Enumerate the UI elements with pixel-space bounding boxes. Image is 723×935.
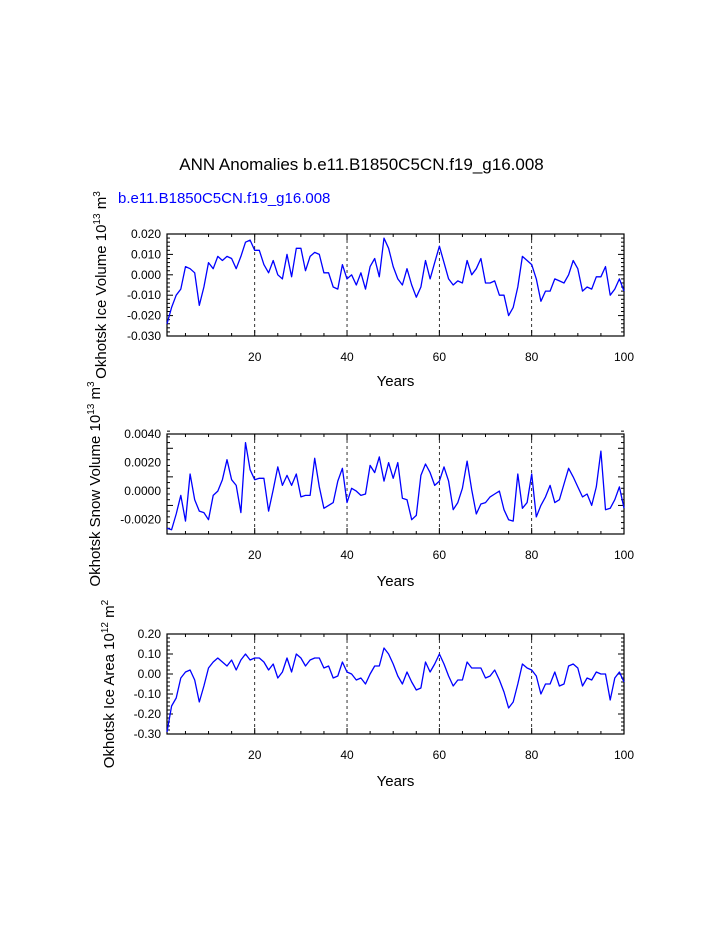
y-tick-label: 0.10 bbox=[138, 647, 162, 661]
y-axis-label-main: Okhotsk Snow Volume 10 bbox=[87, 415, 104, 587]
y-axis-label-exponent: 13 bbox=[92, 213, 103, 225]
y-tick-label: 0.000 bbox=[131, 268, 161, 282]
y-axis-label-main: Okhotsk Ice Area 10 bbox=[101, 633, 118, 768]
x-axis-label: Years bbox=[377, 773, 415, 790]
y-axis-label-unit-exponent: 3 bbox=[86, 381, 97, 387]
plot-frame bbox=[166, 433, 625, 535]
y-axis-label: Okhotsk Ice Area 1012 m2 bbox=[100, 599, 118, 768]
x-tick-label: 20 bbox=[248, 350, 262, 364]
x-tick-label: 60 bbox=[433, 748, 447, 762]
y-axis-label-exponent: 13 bbox=[86, 403, 97, 415]
y-tick-label: -0.30 bbox=[134, 727, 162, 741]
series-line bbox=[166, 441, 625, 531]
x-tick-label: 100 bbox=[614, 748, 634, 762]
y-axis-label-unit: m bbox=[93, 197, 110, 214]
y-tick-label: -0.020 bbox=[127, 309, 161, 323]
series-line bbox=[166, 647, 625, 733]
series-line bbox=[166, 237, 625, 324]
y-axis-label-unit: m bbox=[87, 387, 104, 404]
y-tick-label: 0.0020 bbox=[124, 456, 161, 470]
y-tick-label: -0.10 bbox=[134, 687, 162, 701]
figure-title: ANN Anomalies b.e11.B1850C5CN.f19_g16.00… bbox=[179, 155, 544, 174]
y-tick-label: 0.020 bbox=[131, 227, 161, 241]
y-axis-label-unit-exponent: 3 bbox=[92, 191, 103, 197]
y-tick-label: -0.030 bbox=[127, 329, 161, 343]
y-tick-label: 0.010 bbox=[131, 247, 161, 261]
y-tick-label: 0.0000 bbox=[124, 484, 161, 498]
snow-volume-panel: 20 40 60 80 100 -0.0020 0.0000 0.0020 0.0040 Year… bbox=[86, 381, 634, 590]
y-axis-label-main: Okhotsk Ice Volume 10 bbox=[93, 225, 110, 379]
x-tick-label: 20 bbox=[248, 748, 262, 762]
y-tick-label: 0.0040 bbox=[124, 427, 161, 441]
y-tick-label: 0.20 bbox=[138, 627, 162, 641]
ice-area-panel: 20 40 60 80 100 -0.30 -0.20 -0.10 0.00 0.10 0.20 Ye… bbox=[100, 599, 634, 790]
y-tick-label: 0.00 bbox=[138, 667, 162, 681]
x-tick-label: 60 bbox=[433, 350, 447, 364]
x-tick-label: 40 bbox=[340, 350, 354, 364]
x-axis-label: Years bbox=[377, 373, 415, 390]
x-tick-label: 80 bbox=[525, 748, 539, 762]
plot-frame bbox=[166, 233, 625, 337]
x-tick-label: 80 bbox=[525, 350, 539, 364]
x-tick-label: 80 bbox=[525, 548, 539, 562]
y-tick-label: -0.010 bbox=[127, 288, 161, 302]
y-axis-label-unit: m bbox=[101, 605, 118, 622]
y-axis-label-exponent: 12 bbox=[100, 622, 111, 634]
x-tick-label: 100 bbox=[614, 350, 634, 364]
y-tick-label: -0.20 bbox=[134, 707, 162, 721]
x-tick-label: 40 bbox=[340, 548, 354, 562]
y-axis-label: Okhotsk Snow Volume 1013 m3 bbox=[86, 381, 104, 587]
x-tick-label: 100 bbox=[614, 548, 634, 562]
y-axis-label: Okhotsk Ice Volume 1013 m3 bbox=[92, 191, 110, 379]
ice-volume-panel: 20 40 60 80 100 -0.030 -0.020 -0.010 0.000 0.010 0… bbox=[92, 191, 634, 390]
plot-frame bbox=[166, 633, 625, 735]
x-axis-label: Years bbox=[377, 573, 415, 590]
x-tick-label: 20 bbox=[248, 548, 262, 562]
y-axis-label-unit-exponent: 2 bbox=[100, 599, 111, 605]
figure-subtitle: b.e11.B1850C5CN.f19_g16.008 bbox=[118, 190, 331, 207]
y-tick-label: -0.0020 bbox=[120, 513, 161, 527]
x-tick-label: 40 bbox=[340, 748, 354, 762]
x-tick-label: 60 bbox=[433, 548, 447, 562]
